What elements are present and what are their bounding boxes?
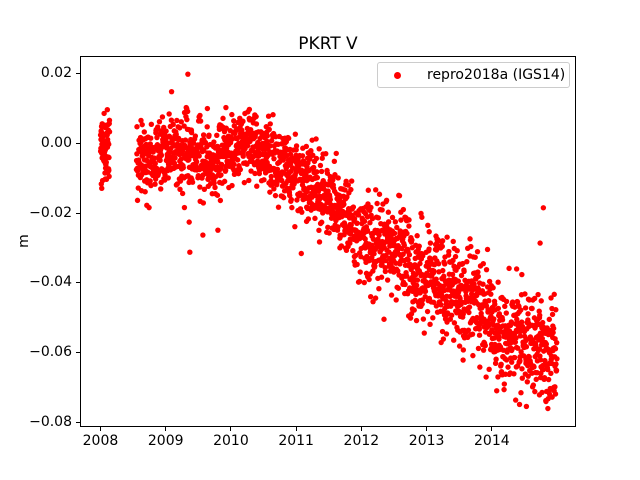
y-axis-label: m [16,234,32,248]
y-tick-label: 0.02 [40,64,72,81]
scatter-points-canvas [81,57,575,426]
x-tick-label: 2008 [82,433,119,449]
y-tick-label: 0.00 [40,134,72,151]
y-tick-label: −0.06 [29,344,72,361]
x-tick-mark [295,427,297,431]
x-tick-mark [99,427,101,431]
y-tick-label: −0.02 [29,204,72,221]
chart-title: PKRT V [298,34,358,54]
x-tick-label: 2010 [213,433,249,449]
x-tick-label: 2012 [343,433,380,449]
plot-area[interactable]: repro2018a (IGS14) [80,56,576,427]
x-tick-label: 2014 [474,433,510,449]
x-tick-mark [491,427,493,431]
x-tick-label: 2009 [147,433,184,449]
x-tick-mark [230,427,232,431]
y-tick-mark [76,142,80,144]
y-tick-label: −0.08 [29,414,72,431]
y-tick-label: −0.04 [29,274,72,291]
legend-series-label: repro2018a (IGS14) [427,67,566,83]
y-tick-mark [76,352,80,354]
x-tick-label: 2013 [408,433,445,449]
x-tick-label: 2011 [278,433,314,449]
x-tick-mark [360,427,362,431]
y-tick-mark [76,282,80,284]
y-tick-mark [76,422,80,424]
legend-marker-icon [394,71,401,79]
legend[interactable]: repro2018a (IGS14) [377,62,570,88]
x-tick-mark [426,427,428,431]
x-tick-mark [165,427,167,431]
y-tick-mark [76,72,80,74]
y-tick-mark [76,212,80,214]
